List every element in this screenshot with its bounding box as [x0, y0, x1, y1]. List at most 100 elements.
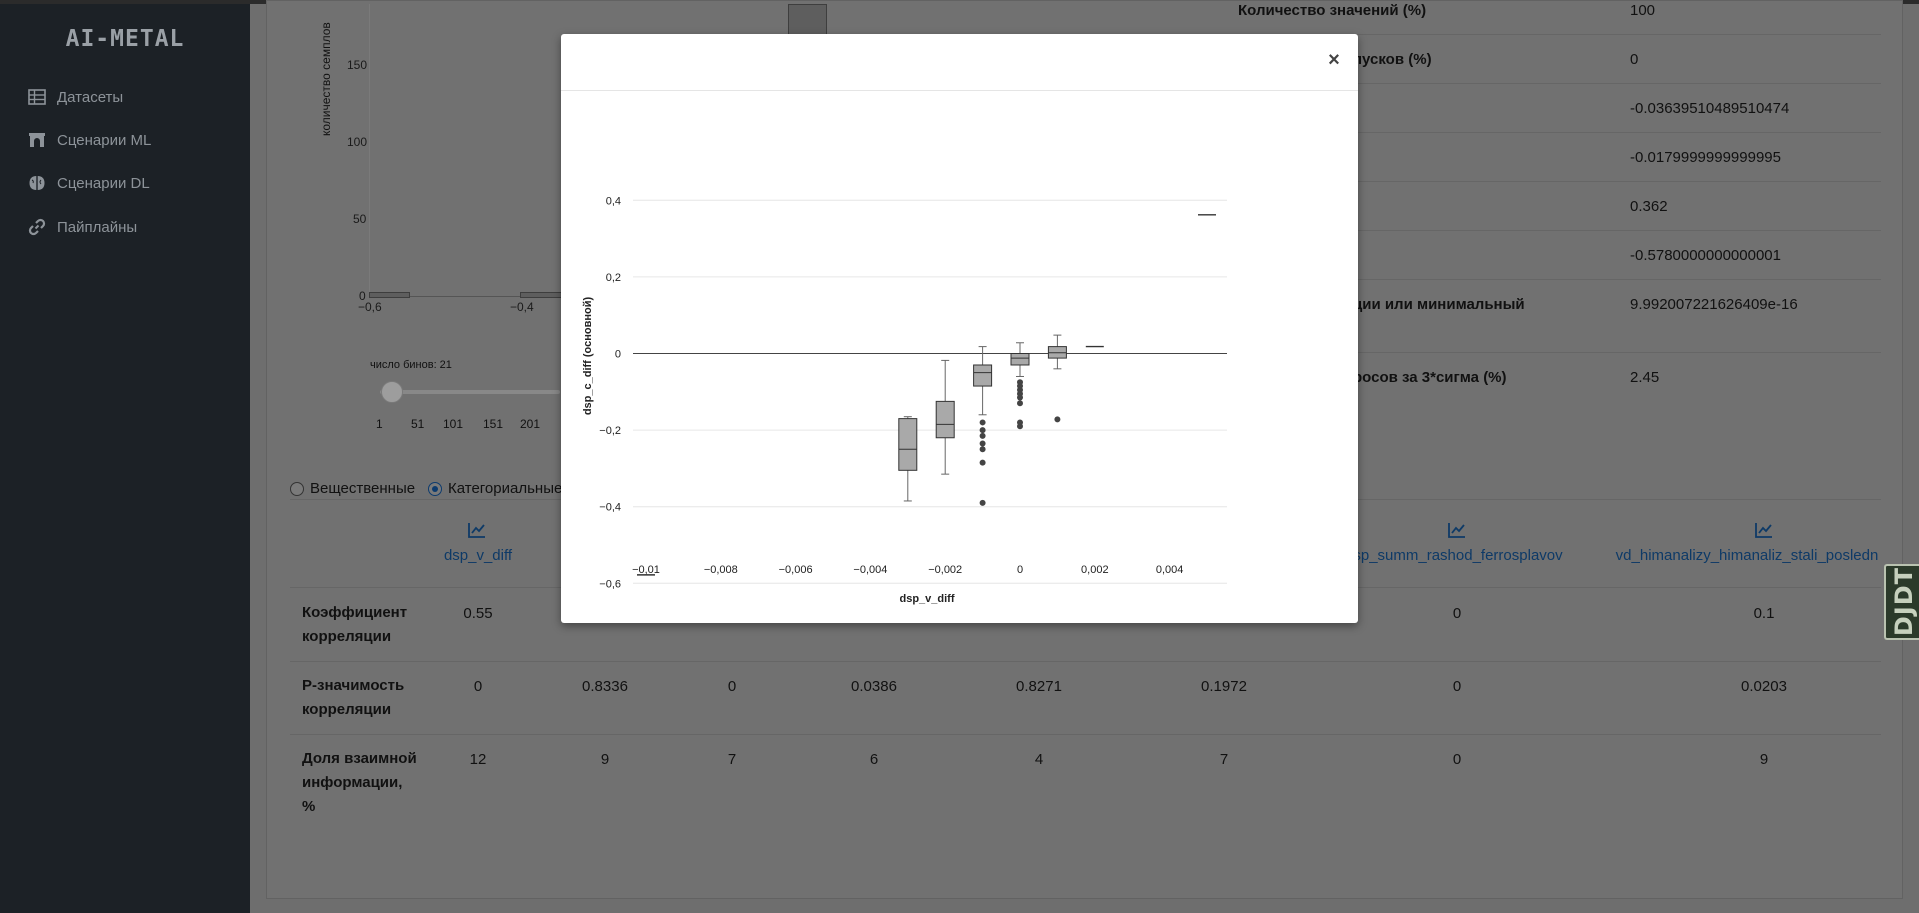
- sidebar-item-datasets[interactable]: Датасеты: [28, 84, 123, 110]
- table-cell: 0: [1452, 678, 1462, 695]
- table-cell: 9: [1759, 751, 1769, 768]
- sidebar-item-label: Датасеты: [57, 88, 124, 106]
- stats-label: росов за 3*сигма (%): [1353, 369, 1507, 386]
- slider-tick: 201: [520, 417, 541, 431]
- brain-icon: [28, 174, 46, 192]
- sidebar-item-pipelines[interactable]: Пайплайны: [28, 214, 137, 240]
- sidebar-item-label: Сценарии ML: [57, 131, 152, 149]
- chart-line-icon[interactable]: [468, 522, 486, 543]
- outlier-point: [979, 432, 986, 439]
- table-cell: 0: [1452, 605, 1462, 622]
- archway-icon: [28, 131, 46, 149]
- stats-value: 9.992007221626409e-16: [1630, 296, 1798, 313]
- outlier-point: [979, 419, 986, 426]
- debug-toolbar-handle[interactable]: DJDT: [1884, 564, 1919, 640]
- histogram-y-tick: 50: [353, 212, 367, 226]
- histogram-x-tick: −0,6: [358, 300, 382, 314]
- slider-tick: 151: [483, 417, 504, 431]
- stats-value: -0.5780000000000001: [1630, 247, 1781, 264]
- slider-tick: 101: [443, 417, 464, 431]
- modal-header: [561, 34, 1358, 91]
- bins-slider-track[interactable]: [380, 390, 560, 394]
- x-tick-label: 0,002: [1081, 564, 1109, 576]
- y-tick-label: 0,2: [606, 272, 621, 284]
- stats-divider: [1225, 352, 1881, 401]
- box: [935, 400, 955, 439]
- x-axis-title: dsp_v_diff: [899, 593, 954, 605]
- stats-value: 100: [1630, 2, 1656, 19]
- stats-divider: [1225, 279, 1881, 328]
- table-cell: 0: [727, 678, 737, 695]
- box-plot-chart: 0,4 0,2 0 −0,2 −0,4 −0,6 −0,01 −0,008 −0,006 −0,0…: [582, 195, 1227, 605]
- stats-divider: [1225, 181, 1881, 230]
- column-header-dsp-v-diff[interactable]: dsp_v_diff: [443, 547, 513, 564]
- table-cell: 0: [1452, 751, 1462, 768]
- y-tick-label: 0,4: [606, 195, 621, 207]
- filter-real-radio[interactable]: Вещественные: [290, 480, 415, 497]
- table-cell: 0.8271: [1016, 678, 1062, 695]
- histogram-x-axis-line: [369, 296, 561, 297]
- histogram-y-tick: 0: [359, 289, 366, 303]
- row-label-mutual-info: Доля взаимной информации, %: [302, 750, 417, 815]
- sidebar-item-scenarios-dl[interactable]: Сценарии DL: [28, 170, 150, 196]
- table-icon: [28, 88, 46, 106]
- histogram-bar: [520, 292, 562, 298]
- y-tick-label: −0,4: [599, 502, 621, 514]
- radio-label: Категориальные: [448, 480, 563, 497]
- y-axis-title: dsp_c_diff (основной): [582, 296, 594, 415]
- table-cell: 0.1972: [1201, 678, 1247, 695]
- stats-divider: [1225, 34, 1881, 83]
- x-tick-label: 0: [1017, 564, 1023, 576]
- box: [898, 418, 918, 471]
- link-icon: [28, 218, 46, 236]
- filter-categorical-radio[interactable]: Категориальные: [428, 480, 562, 497]
- y-tick-label: 0: [615, 349, 621, 361]
- outlier-point: [979, 427, 986, 434]
- sidebar-item-label: Сценарии DL: [57, 174, 150, 192]
- column-header-himanalizy[interactable]: vd_himanalizy_himanaliz_stali_posledn: [1615, 547, 1879, 564]
- stats-value: 0.362: [1630, 198, 1668, 215]
- x-tick-label: −0,01: [632, 564, 660, 576]
- slider-tick: 1: [376, 417, 383, 431]
- bins-count-label: число бинов: 21: [370, 359, 452, 371]
- table-cell: 4: [1034, 751, 1044, 768]
- chart-line-icon[interactable]: [1448, 522, 1466, 543]
- table-cell: 0.0386: [851, 678, 897, 695]
- x-tick-label: 0,004: [1156, 564, 1184, 576]
- column-header-ferrosplavov[interactable]: sp_summ_rashod_ferrosplavov: [1353, 547, 1563, 564]
- outlier-point: [979, 499, 986, 506]
- slider-tick: 51: [411, 417, 425, 431]
- table-cell: 7: [1219, 751, 1229, 768]
- histogram-y-axis-title: количество семплов: [319, 22, 333, 136]
- y-tick-label: −0,2: [599, 425, 621, 437]
- histogram-y-tick: 150: [347, 58, 368, 72]
- box: [1010, 353, 1030, 366]
- table-divider: [290, 734, 1881, 735]
- x-tick-label: −0,004: [853, 564, 887, 576]
- row-label-correlation: Коэффициент корреляции: [302, 604, 408, 645]
- app-logo[interactable]: AI-METAL: [65, 26, 185, 52]
- table-cell: 0: [473, 678, 483, 695]
- table-cell: 9: [600, 751, 610, 768]
- chart-modal: × 0,4 0,2 0 −0,2 −0,4 −0,6 −0,01 −0,008 −0,006 −0…: [561, 34, 1358, 623]
- close-icon[interactable]: ×: [1328, 49, 1340, 71]
- outlier-point: [1054, 416, 1061, 423]
- stats-label: ции или минимальный: [1353, 296, 1525, 313]
- sidebar-item-scenarios-ml[interactable]: Сценарии ML: [28, 127, 151, 153]
- table-cell: 6: [869, 751, 879, 768]
- bins-slider-handle[interactable]: [381, 381, 403, 403]
- table-cell: 0.8336: [582, 678, 628, 695]
- stats-divider: [1225, 83, 1881, 132]
- outlier-point: [979, 446, 986, 453]
- box: [973, 364, 993, 387]
- sidebar: AI-METAL Датасеты Сценарии ML Сценарии D…: [0, 4, 250, 913]
- table-divider: [290, 661, 1881, 662]
- radio-indicator: [290, 481, 304, 496]
- table-cell: 0.0203: [1741, 678, 1787, 695]
- x-tick-label: −0,008: [704, 564, 738, 576]
- chart-line-icon[interactable]: [1755, 522, 1773, 543]
- y-tick-label: −0,6: [599, 578, 621, 590]
- outlier-point: [1017, 423, 1023, 430]
- histogram-y-tick: 100: [347, 135, 368, 149]
- radio-indicator: [428, 481, 442, 496]
